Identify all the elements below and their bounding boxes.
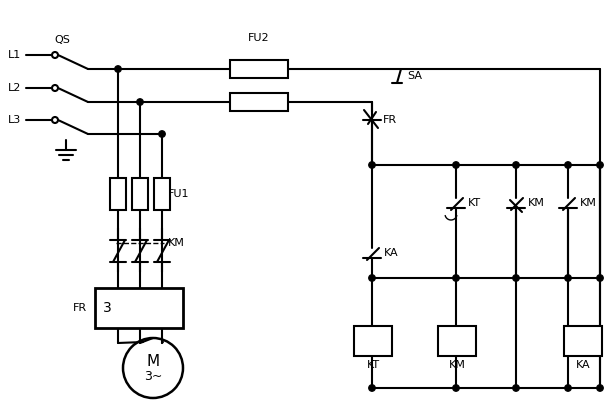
Circle shape — [159, 131, 165, 137]
Circle shape — [513, 275, 519, 281]
Text: KT: KT — [468, 198, 481, 208]
Circle shape — [453, 385, 459, 391]
Circle shape — [513, 385, 519, 391]
Bar — [132, 178, 148, 210]
Text: SA: SA — [407, 71, 422, 81]
Circle shape — [597, 275, 603, 281]
Bar — [564, 326, 602, 356]
Text: 3: 3 — [103, 301, 112, 315]
Bar — [438, 326, 476, 356]
Text: KA: KA — [384, 248, 399, 258]
Bar — [154, 178, 170, 210]
Bar — [230, 60, 288, 78]
Text: FU2: FU2 — [248, 33, 270, 43]
Circle shape — [369, 385, 375, 391]
Text: KM: KM — [580, 198, 597, 208]
Bar — [110, 178, 126, 210]
Text: L3: L3 — [8, 115, 22, 125]
Text: M: M — [146, 354, 159, 368]
Circle shape — [565, 162, 571, 168]
Circle shape — [513, 162, 519, 168]
Text: FR: FR — [73, 303, 87, 313]
Text: 3~: 3~ — [144, 370, 162, 382]
Circle shape — [565, 275, 571, 281]
Bar — [354, 326, 392, 356]
Circle shape — [597, 162, 603, 168]
Text: L1: L1 — [8, 50, 22, 60]
Text: KA: KA — [576, 360, 590, 370]
Bar — [230, 93, 288, 111]
Text: FU1: FU1 — [168, 189, 189, 199]
Circle shape — [137, 99, 143, 105]
Circle shape — [369, 162, 375, 168]
Text: KM: KM — [168, 238, 185, 248]
Text: L2: L2 — [8, 83, 22, 93]
Text: KT: KT — [367, 360, 379, 370]
Circle shape — [369, 275, 375, 281]
Bar — [95, 288, 183, 328]
Text: FR: FR — [383, 115, 397, 125]
Circle shape — [565, 385, 571, 391]
Circle shape — [115, 66, 121, 72]
Circle shape — [453, 162, 459, 168]
Text: KM: KM — [448, 360, 466, 370]
Text: KM: KM — [528, 198, 545, 208]
Circle shape — [597, 385, 603, 391]
Circle shape — [453, 275, 459, 281]
Text: QS: QS — [54, 35, 70, 45]
